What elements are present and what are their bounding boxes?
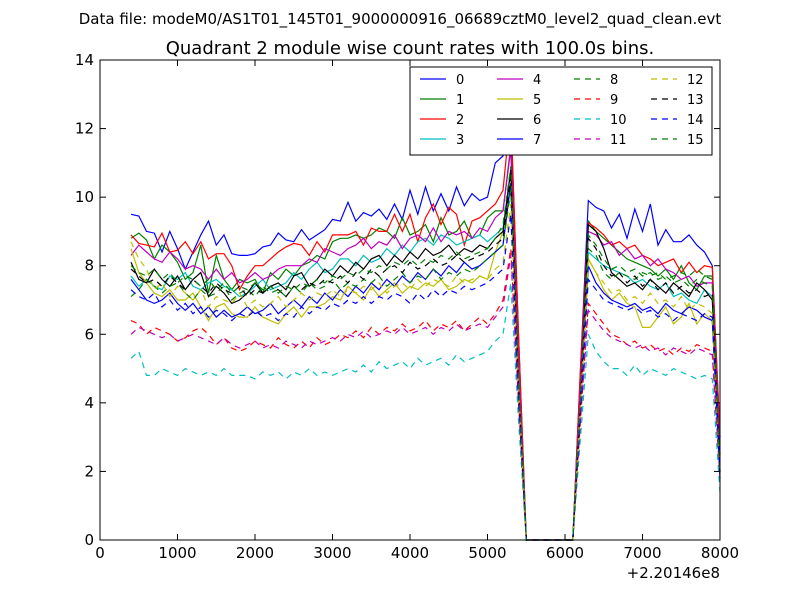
x-tick-label: 1000	[158, 544, 196, 562]
legend-label-0: 0	[456, 73, 464, 88]
legend-label-12: 12	[687, 73, 704, 88]
series-group	[130, 111, 721, 541]
series-line-13	[130, 176, 721, 541]
legend-box	[409, 66, 713, 156]
series-line-11	[130, 255, 721, 541]
series-line-3	[130, 169, 721, 541]
series-line-1	[130, 145, 721, 541]
y-tick-label: 2	[84, 462, 94, 480]
legend-label-6: 6	[533, 113, 541, 128]
x-tick-label: 2000	[236, 544, 274, 562]
y-tick-label: 8	[84, 257, 94, 275]
series-line-14	[130, 214, 721, 541]
legend-label-8: 8	[610, 73, 618, 88]
legend-label-10: 10	[610, 113, 627, 128]
y-tick-label: 4	[84, 394, 94, 412]
y-tick-label: 14	[75, 51, 94, 69]
legend-label-13: 13	[687, 93, 704, 108]
x-offset-label: +2.20146e8	[627, 564, 720, 582]
axes-group: 0 1000 2000 3000 4000 5000 6000 7000 80000246810…	[75, 51, 739, 562]
legend-label-1: 1	[456, 93, 464, 108]
legend-label-3: 3	[456, 133, 464, 148]
series-line-8	[130, 190, 721, 541]
legend-label-7: 7	[533, 133, 541, 148]
legend-label-4: 4	[533, 73, 541, 88]
series-line-9	[130, 248, 721, 541]
chart-suptitle: Data file: modeM0/AS1T01_145T01_90000009…	[79, 10, 722, 29]
x-tick-label: 6000	[546, 544, 584, 562]
legend-label-11: 11	[610, 133, 627, 148]
chart-title: Quadrant 2 module wise count rates with …	[166, 38, 655, 59]
series-line-0	[130, 118, 721, 541]
y-tick-label: 6	[84, 325, 94, 343]
x-tick-label: 5000	[468, 544, 506, 562]
series-line-10	[130, 282, 721, 541]
x-tick-label: 4000	[391, 544, 429, 562]
series-line-15	[130, 166, 721, 541]
x-tick-label: 3000	[313, 544, 351, 562]
legend-label-14: 14	[687, 113, 704, 128]
legend-label-15: 15	[687, 133, 704, 148]
legend-label-5: 5	[533, 93, 541, 108]
series-line-5	[130, 183, 721, 541]
x-tick-label: 7000	[623, 544, 661, 562]
y-tick-label: 12	[75, 120, 94, 138]
series-line-6	[130, 169, 721, 541]
x-tick-label: 8000	[701, 544, 739, 562]
series-line-4	[130, 149, 721, 541]
series-line-2	[130, 111, 721, 541]
legend-label-9: 9	[610, 93, 618, 108]
y-tick-label: 10	[75, 188, 94, 206]
y-tick-label: 0	[84, 531, 94, 549]
x-tick-label: 0	[95, 544, 105, 562]
legend-label-2: 2	[456, 113, 464, 128]
series-line-7	[130, 183, 721, 541]
